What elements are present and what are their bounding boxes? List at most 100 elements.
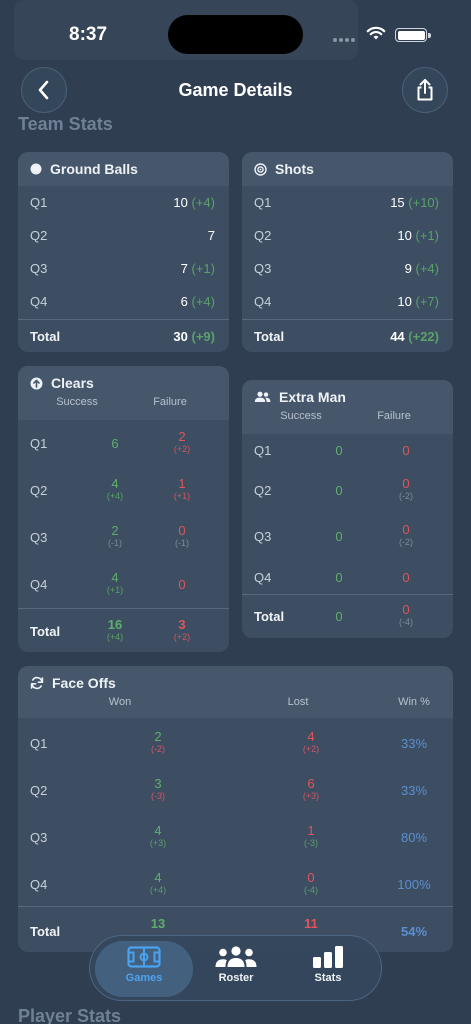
face-offs-won-delta: (+4) bbox=[149, 885, 167, 895]
shots-value: 9 bbox=[404, 261, 412, 276]
total-label: Total bbox=[30, 924, 61, 939]
table-row: Q2 10 (+1) bbox=[242, 220, 453, 253]
people-icon bbox=[215, 946, 257, 967]
arrow-up-circle-icon bbox=[30, 377, 43, 389]
tab-roster[interactable]: Roster bbox=[191, 946, 281, 984]
face-offs-won-delta: (-3) bbox=[151, 791, 165, 801]
face-offs-lost-header: Lost bbox=[287, 696, 309, 708]
table-row: Q4 4 (+4) 0 (-4) 100% bbox=[18, 859, 453, 906]
shots-total-value: 44 bbox=[390, 329, 405, 344]
face-offs-won-value: 2 bbox=[154, 729, 162, 744]
face-offs-pct-value: 33% bbox=[400, 736, 428, 751]
page-title: Game Details bbox=[178, 80, 293, 100]
quarter-label: Q1 bbox=[30, 195, 48, 210]
tab-bar: Games Roster Stats bbox=[89, 935, 382, 1001]
people-icon bbox=[254, 391, 271, 402]
clears-success-delta: (+4) bbox=[106, 491, 124, 501]
quarter-label: Q4 bbox=[30, 577, 48, 592]
shots-title: Shots bbox=[275, 161, 314, 177]
shots-delta: (+4) bbox=[415, 261, 439, 276]
extra-man-success-value: 0 bbox=[335, 529, 343, 544]
ground-balls-title: Ground Balls bbox=[50, 161, 138, 177]
table-row: Q3 4 (+3) 1 (-3) 80% bbox=[18, 812, 453, 859]
ground-balls-delta: (+4) bbox=[191, 195, 215, 210]
clears-title: Clears bbox=[51, 375, 94, 391]
clears-success-value: 4 bbox=[111, 570, 119, 585]
table-row: Q4 10 (+7) bbox=[242, 286, 453, 319]
table-row: Q2 3 (-3) 6 (+3) 33% bbox=[18, 765, 453, 812]
extra-man-total-failure-delta: (-4) bbox=[399, 617, 413, 627]
table-row: Q1 0 0 bbox=[242, 434, 453, 470]
section-title-team-stats: Team Stats bbox=[18, 114, 113, 134]
face-offs-lost-delta: (+2) bbox=[302, 744, 320, 754]
shots-delta: (+10) bbox=[408, 195, 439, 210]
face-offs-title: Face Offs bbox=[52, 675, 116, 691]
extra-man-failure-value: 0 bbox=[402, 476, 410, 491]
quarter-label: Q1 bbox=[30, 436, 48, 451]
quarter-label: Q2 bbox=[30, 228, 48, 243]
ground-balls-value: 6 bbox=[180, 294, 188, 309]
face-offs-won-delta: (-2) bbox=[151, 744, 165, 754]
table-row: Q3 2 (-1) 0 (-1) bbox=[18, 514, 229, 561]
quarter-label: Q3 bbox=[30, 261, 48, 276]
share-button[interactable] bbox=[402, 67, 448, 113]
ground-balls-card: Ground Balls Q1 10 (+4) Q2 7 Q3 7 (+1) Q… bbox=[18, 152, 229, 352]
extra-man-failure-value: 0 bbox=[402, 570, 410, 585]
tab-games-label: Games bbox=[125, 972, 163, 984]
tab-games[interactable]: Games bbox=[99, 946, 189, 984]
table-row: Q1 10 (+4) bbox=[18, 187, 229, 220]
refresh-icon bbox=[30, 676, 44, 690]
shots-total-delta: (+22) bbox=[408, 329, 439, 344]
table-row: Q3 0 0 (-2) bbox=[242, 516, 453, 562]
clears-failure-header: Failure bbox=[153, 396, 187, 408]
total-row: Total 16 (+4) 3 (+2) bbox=[18, 608, 229, 652]
table-row: Q3 7 (+1) bbox=[18, 253, 229, 286]
clears-total-success: 16 bbox=[107, 617, 123, 632]
extra-man-failure-delta: (-2) bbox=[399, 537, 413, 547]
extra-man-card: Extra Man Success Failure Q1 0 0 Q2 0 0(… bbox=[242, 380, 453, 638]
status-bar: 8:37 bbox=[0, 0, 471, 70]
dynamic-island bbox=[168, 15, 303, 54]
section-title-player-stats: Player Stats bbox=[18, 1006, 122, 1024]
quarter-label: Q3 bbox=[30, 830, 48, 845]
clears-total-failure: 3 bbox=[178, 617, 186, 632]
tab-stats[interactable]: Stats bbox=[283, 946, 373, 984]
shots-delta: (+7) bbox=[415, 294, 439, 309]
total-row: Total 0 0 (-4) bbox=[242, 594, 453, 638]
clears-card: Clears Success Failure Q1 6 2 (+2) Q2 4 (+… bbox=[18, 366, 229, 652]
total-label: Total bbox=[254, 329, 285, 344]
table-row: Q2 4 (+4) 1 (+1) bbox=[18, 467, 229, 514]
face-offs-pct-value: 80% bbox=[400, 830, 428, 845]
quarter-label: Q4 bbox=[254, 570, 272, 585]
quarter-label: Q3 bbox=[254, 261, 272, 276]
face-offs-pct-value: 100% bbox=[397, 877, 431, 892]
ground-balls-delta: (+1) bbox=[191, 261, 215, 276]
face-offs-card: Face Offs Won Lost Win % Q1 2 (-2) 4 (+2) … bbox=[18, 666, 453, 952]
table-row: Q1 6 2 (+2) bbox=[18, 420, 229, 467]
face-offs-total-lost: 11 bbox=[304, 916, 318, 931]
shots-value: 15 bbox=[390, 195, 405, 210]
battery-icon bbox=[395, 28, 431, 42]
extra-man-success-value: 0 bbox=[335, 443, 343, 458]
quarter-label: Q2 bbox=[30, 483, 48, 498]
target-icon bbox=[254, 162, 267, 176]
face-offs-lost-value: 4 bbox=[307, 729, 315, 744]
share-icon bbox=[417, 79, 433, 101]
ground-balls-total-value: 30 bbox=[173, 329, 188, 344]
tab-stats-label: Stats bbox=[314, 972, 342, 984]
clears-success-delta: (-1) bbox=[108, 538, 122, 548]
face-offs-lost-value: 0 bbox=[307, 870, 315, 885]
clears-failure-value: 0 bbox=[178, 523, 186, 538]
quarter-label: Q2 bbox=[254, 483, 272, 498]
face-offs-pct-header: Win % bbox=[398, 696, 430, 708]
clears-success-value: 2 bbox=[111, 523, 119, 538]
back-button[interactable] bbox=[21, 67, 67, 113]
total-row: Total 44 (+22) bbox=[242, 319, 453, 351]
face-offs-pct-value: 33% bbox=[400, 783, 428, 798]
face-offs-lost-value: 6 bbox=[307, 776, 315, 791]
quarter-label: Q3 bbox=[254, 529, 272, 544]
wifi-icon bbox=[366, 26, 386, 40]
cellular-signal-icon bbox=[333, 38, 355, 42]
bar-chart-icon bbox=[313, 946, 343, 968]
table-row: Q4 0 0 bbox=[242, 562, 453, 594]
